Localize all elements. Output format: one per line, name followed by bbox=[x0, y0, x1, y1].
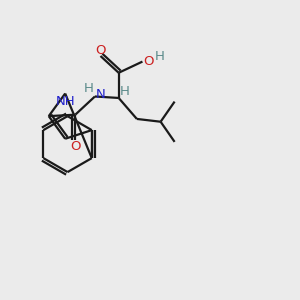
Text: H: H bbox=[120, 85, 130, 98]
Text: H: H bbox=[83, 82, 93, 95]
Text: O: O bbox=[143, 55, 154, 68]
Text: N: N bbox=[95, 88, 105, 100]
Text: H: H bbox=[155, 50, 165, 63]
Text: O: O bbox=[70, 140, 81, 153]
Text: NH: NH bbox=[56, 95, 76, 108]
Text: O: O bbox=[95, 44, 106, 57]
